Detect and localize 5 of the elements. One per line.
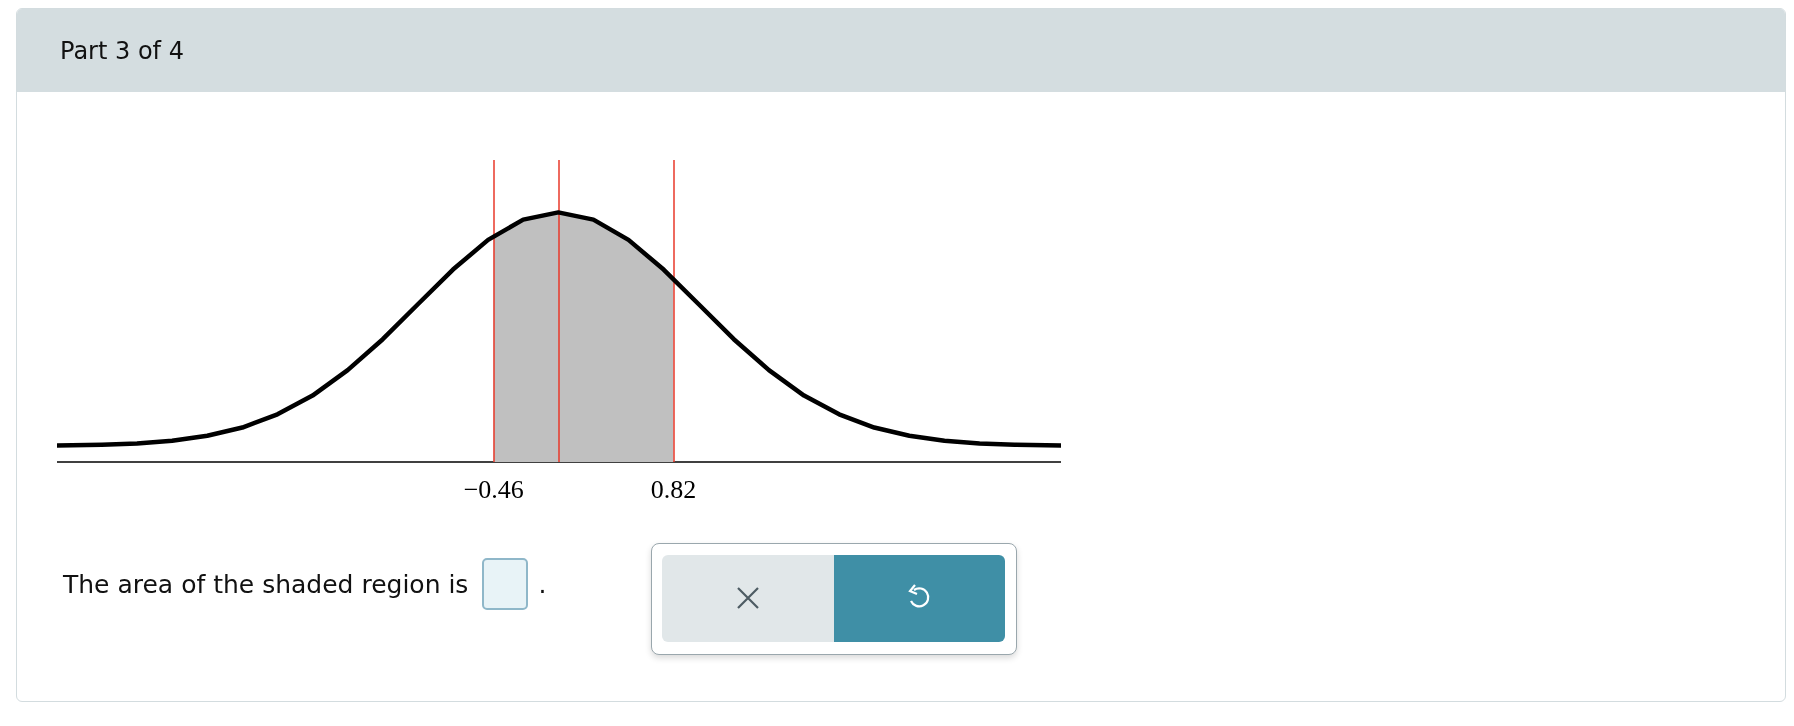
text: The area of the shaded region is — [63, 569, 469, 599]
x-tick-label: −0.46 — [463, 474, 524, 504]
x-tick-label: 0.82 — [650, 474, 697, 504]
text: . — [538, 569, 547, 599]
chart-title: Part 3 of 4 — [17, 9, 1785, 92]
